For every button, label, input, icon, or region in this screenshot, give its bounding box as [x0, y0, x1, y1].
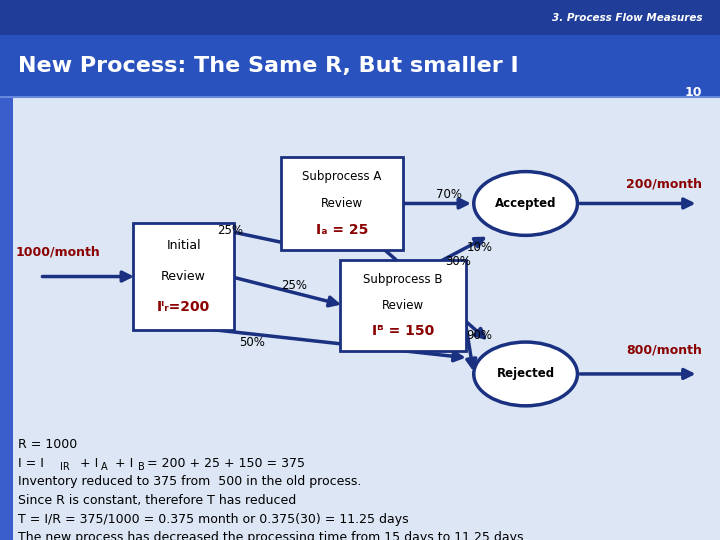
FancyBboxPatch shape	[341, 260, 467, 350]
Text: 30%: 30%	[445, 254, 471, 267]
Text: T = I/R = 375/1000 = 0.375 month or 0.375(30) = 11.25 days: T = I/R = 375/1000 = 0.375 month or 0.37…	[18, 512, 409, 525]
Text: 1000/month: 1000/month	[16, 246, 101, 259]
Text: 200/month: 200/month	[626, 177, 702, 190]
Text: A: A	[101, 462, 107, 472]
FancyBboxPatch shape	[133, 224, 234, 329]
Text: 10: 10	[685, 86, 702, 99]
Text: Since R is constant, therefore T has reduced: Since R is constant, therefore T has red…	[18, 494, 296, 507]
Text: Rejected: Rejected	[497, 367, 554, 381]
Text: Accepted: Accepted	[495, 197, 557, 210]
Text: R = 1000: R = 1000	[18, 438, 77, 451]
FancyBboxPatch shape	[281, 157, 403, 250]
Text: 800/month: 800/month	[626, 343, 702, 356]
Text: B: B	[138, 462, 145, 472]
Text: 70%: 70%	[436, 188, 462, 201]
Text: 25%: 25%	[217, 224, 243, 237]
Text: The new process has decreased the processing time from 15 days to 11.25 days.: The new process has decreased the proces…	[18, 531, 528, 540]
Circle shape	[474, 342, 577, 406]
Text: Subprocess B: Subprocess B	[364, 273, 443, 286]
Text: 90%: 90%	[467, 329, 492, 342]
Text: I = I: I = I	[18, 457, 44, 470]
Text: 3. Process Flow Measures: 3. Process Flow Measures	[552, 13, 702, 23]
Text: + I: + I	[76, 457, 98, 470]
Text: IR: IR	[60, 462, 70, 472]
Text: Subprocess A: Subprocess A	[302, 170, 382, 183]
Text: Review: Review	[161, 270, 206, 283]
Text: Iₐ = 25: Iₐ = 25	[316, 224, 368, 237]
Text: = 200 + 25 + 150 = 375: = 200 + 25 + 150 = 375	[143, 457, 305, 470]
Text: Review: Review	[321, 197, 363, 210]
Text: 50%: 50%	[239, 336, 265, 349]
Text: + I: + I	[107, 457, 133, 470]
Text: Review: Review	[382, 299, 424, 312]
Text: Initial: Initial	[166, 239, 201, 252]
Text: New Process: The Same R, But smaller I: New Process: The Same R, But smaller I	[18, 56, 518, 77]
Text: Iᴵᵣ=200: Iᴵᵣ=200	[157, 300, 210, 314]
Text: 25%: 25%	[281, 279, 307, 292]
Text: Inventory reduced to 375 from  500 in the old process.: Inventory reduced to 375 from 500 in the…	[18, 476, 361, 489]
Text: Iᴮ = 150: Iᴮ = 150	[372, 325, 434, 339]
Text: 10%: 10%	[467, 241, 492, 254]
Circle shape	[474, 172, 577, 235]
